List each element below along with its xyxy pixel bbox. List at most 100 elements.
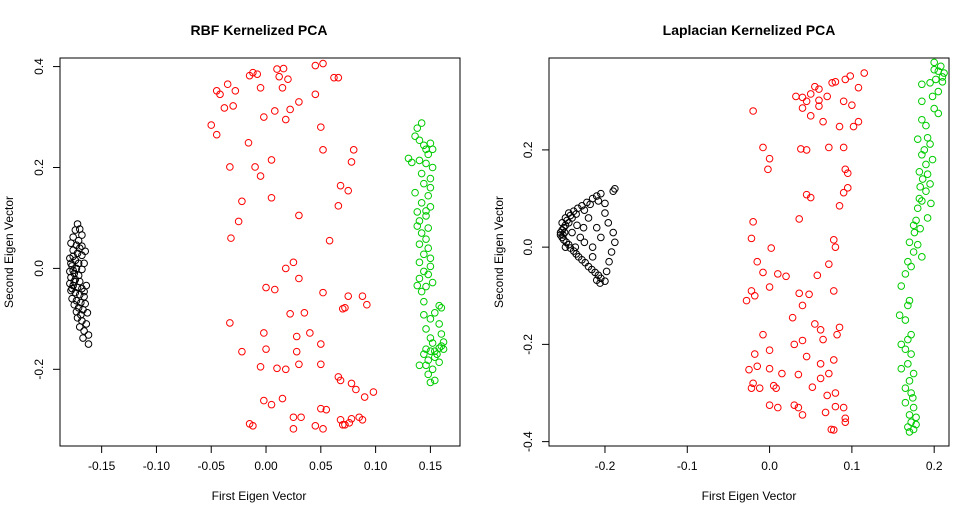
laplacian-pca-point-series-2: [926, 180, 934, 188]
laplacian-pca-point-series-2: [938, 73, 947, 81]
laplacian-pca-point-series-1: [833, 330, 841, 339]
rbf-pca-point-series-1: [349, 146, 358, 154]
rbf-pca-point-series-2: [428, 163, 437, 172]
laplacian-pca-point-series-2: [928, 92, 937, 101]
laplacian-pca-point-series-2: [910, 228, 919, 237]
laplacian-pca-y-tick-label: 0.0: [521, 238, 535, 255]
rbf-pca-point-series-2: [435, 358, 443, 367]
rbf-pca-point-series-0: [81, 299, 90, 308]
rbf-pca-point-series-2: [424, 244, 433, 253]
rbf-pca-point-series-1: [260, 329, 268, 337]
rbf-pca-point-series-0: [72, 296, 81, 305]
laplacian-pca-point-series-2: [909, 425, 918, 434]
laplacian-pca-y-axis-label: Second Eigen Vector: [492, 196, 506, 308]
rbf-pca-point-series-2: [417, 287, 426, 296]
rbf-pca-title: RBF Kernelized PCA: [191, 22, 328, 38]
laplacian-pca-point-series-2: [918, 115, 926, 124]
laplacian-pca-point-series-2: [920, 146, 929, 154]
rbf-pca-point-series-1: [216, 90, 224, 99]
rbf-pca-point-series-1: [260, 396, 268, 405]
rbf-pca-point-series-1: [223, 80, 232, 89]
laplacian-pca-point-series-2: [918, 150, 926, 159]
laplacian-pca-point-series-1: [825, 260, 833, 268]
rbf-pca-point-series-2: [422, 345, 430, 353]
rbf-pca-point-series-0: [80, 287, 88, 296]
laplacian-pca-point-series-1: [841, 414, 850, 423]
rbf-pca-point-series-2: [426, 334, 435, 342]
laplacian-pca-point-series-1: [816, 374, 825, 383]
rbf-pca-point-series-1: [212, 130, 221, 139]
rbf-pca-y-tick-label: -0.2: [32, 359, 46, 380]
rbf-pca-point-series-2: [439, 338, 448, 346]
laplacian-pca-point-series-1: [750, 291, 759, 300]
rbf-pca-point-series-0: [74, 303, 83, 312]
laplacian-pca-point-series-0: [597, 189, 605, 198]
laplacian-pca-point-series-2: [897, 282, 906, 290]
rbf-pca-panel: RBF Kernelized PCA -0.15 -0.10 -0.05 0.00 0.…: [2, 22, 461, 503]
laplacian-pca-point-series-1: [790, 401, 799, 409]
rbf-pca-x-tick-label: -0.15: [88, 459, 116, 473]
laplacian-pca-point-series-1: [829, 287, 838, 295]
laplacian-pca-point-series-2: [909, 221, 918, 230]
laplacian-pca-point-series-1: [831, 389, 840, 397]
rbf-pca-point-series-1: [256, 172, 265, 180]
laplacian-pca-x-axis: -0.2 -0.1 0.0 0.1 0.2: [595, 446, 943, 473]
rbf-pca-point-series-1: [300, 308, 309, 317]
rbf-pca-point-series-2: [428, 278, 437, 287]
laplacian-pca-point-series-1: [841, 418, 850, 426]
rbf-pca-point-series-2: [415, 217, 424, 225]
laplacian-pca-point-series-0: [560, 228, 569, 237]
laplacian-pca-point-series-0: [609, 228, 617, 237]
rbf-pca-y-tick-label: 0.4: [32, 58, 46, 75]
laplacian-pca-point-series-2: [918, 175, 927, 183]
laplacian-pca-point-series-2: [932, 75, 940, 84]
laplacian-pca-point-series-1: [802, 352, 811, 361]
laplacian-pca-point-series-1: [825, 369, 833, 378]
laplacian-pca-point-series-2: [904, 257, 912, 266]
laplacian-pca-point-series-2: [901, 398, 910, 407]
rbf-pca-plot-frame: [59, 57, 461, 447]
laplacian-pca-point-series-2: [897, 340, 906, 349]
laplacian-pca-point-series-0: [596, 279, 604, 287]
laplacian-pca-title: Laplacian Kernelized PCA: [663, 22, 836, 38]
laplacian-pca-point-series-0: [611, 238, 619, 247]
laplacian-pca-point-series-1: [808, 383, 817, 391]
laplacian-pca-point-series-1: [805, 290, 813, 299]
laplacian-pca-point-series-1: [747, 287, 756, 295]
laplacian-pca-point-series-1: [823, 92, 831, 101]
laplacian-pca-point-series-2: [930, 65, 938, 74]
laplacian-pca-point-series-2: [912, 420, 920, 429]
rbf-pca-point-series-2: [415, 136, 424, 145]
laplacian-pca-point-series-1: [854, 117, 863, 126]
rbf-pca-point-series-1: [207, 121, 216, 129]
laplacian-pca-point-series-1: [798, 411, 807, 419]
laplacian-pca-point-series-1: [767, 244, 776, 252]
laplacian-pca-point-series-1: [815, 96, 823, 105]
laplacian-pca-point-series-1: [802, 97, 811, 106]
laplacian-pca-point-series-2: [918, 197, 926, 205]
laplacian-pca-point-series-2: [913, 204, 922, 213]
rbf-pca-point-series-1: [234, 217, 243, 226]
rbf-pca-point-series-2: [420, 179, 428, 188]
laplacian-pca-point-series-2: [912, 216, 920, 225]
laplacian-pca-panel: Laplacian Kernelized PCA -0.2 -0.1 0.0 0.1 0…: [492, 22, 950, 503]
rbf-pca-point-series-1: [358, 292, 367, 300]
laplacian-pca-point-series-2: [915, 194, 924, 203]
rbf-pca-point-series-1: [292, 347, 301, 356]
laplacian-pca-point-series-2: [905, 428, 914, 436]
rbf-pca-x-tick-label: 0.05: [309, 459, 333, 473]
rbf-pca-point-series-1: [281, 365, 290, 374]
rbf-pca-point-series-2: [424, 270, 433, 279]
rbf-pca-point-series-2: [428, 145, 437, 154]
rbf-pca-point-series-2: [413, 124, 422, 132]
laplacian-pca-point-series-1: [829, 236, 838, 244]
laplacian-pca-point-series-2: [901, 316, 910, 324]
laplacian-pca-point-series-2: [905, 238, 914, 247]
rbf-pca-point-series-2: [413, 222, 422, 230]
laplacian-pca-point-series-1: [811, 82, 819, 91]
rbf-pca-point-series-2: [422, 361, 430, 370]
rbf-pca-point-series-1: [347, 158, 356, 166]
rbf-pca-point-series-1: [295, 98, 303, 106]
laplacian-pca-points: [556, 58, 948, 436]
rbf-pca-x-tick-label: -0.10: [143, 459, 171, 473]
